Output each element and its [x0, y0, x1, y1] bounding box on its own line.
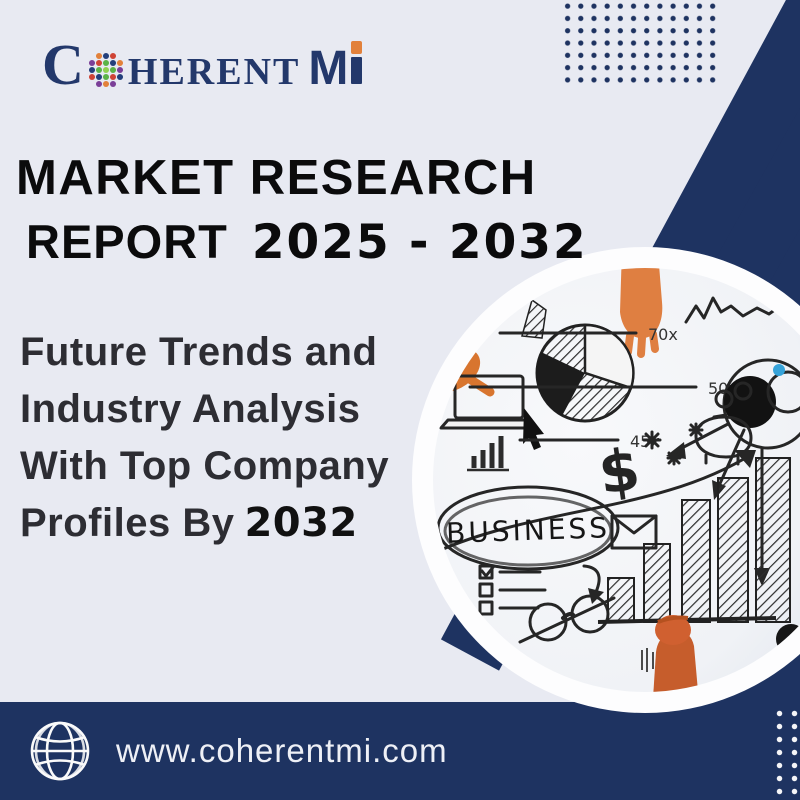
subtitle: Future Trends and Industry Analysis With… — [20, 324, 460, 552]
logo-letter-i-orange-cap — [351, 41, 363, 84]
metric1-label: 70x — [648, 325, 678, 344]
checklist-doodle — [478, 564, 547, 616]
dots-pattern-bottom-right — [772, 707, 800, 799]
logo-i-orange-dot — [351, 41, 363, 54]
growth-bar-chart — [597, 457, 791, 624]
dotted-globe-icon — [88, 52, 123, 88]
business-label: BUSINESS — [446, 511, 611, 550]
title-line1: MARKET RESEARCH — [16, 151, 537, 205]
title-report: REPORT — [26, 215, 228, 268]
logo-letters-herent: HERENT — [127, 51, 301, 93]
hand-top — [620, 268, 663, 358]
logo-i-stem — [351, 57, 363, 84]
title-line2: REPORT 2025 - 2032 — [16, 218, 588, 266]
subtitle-year: 2032 — [244, 500, 358, 546]
subtitle-line3: With Top Company — [20, 444, 390, 488]
page-title: MARKET RESEARCH REPORT 2025 - 2032 — [16, 151, 588, 267]
dollar-doodle: $ — [594, 435, 643, 508]
hook-arrow — [582, 564, 604, 604]
dots-pattern-top-right — [561, 0, 719, 84]
mini-bar-chart — [467, 436, 509, 472]
subtitle-line2: Industry Analysis — [20, 387, 361, 431]
piggy-bank-doodle — [694, 381, 753, 466]
hero-illustration: 70x 50x 45x — [412, 247, 800, 713]
growth-arrow — [434, 450, 756, 554]
logo: C HERENT M — [42, 32, 363, 97]
pie-chart-doodle — [535, 323, 635, 423]
logo-letter-c: C — [42, 32, 84, 97]
footer-url[interactable]: www.coherentmi.com — [116, 732, 448, 769]
logo-letter-m: M — [308, 42, 349, 95]
footer-bar: www.coherentmi.com — [0, 702, 800, 800]
asterisk-doodles — [642, 422, 704, 466]
small-hatched-doodle — [521, 298, 547, 339]
subtitle-line4: Profiles By 2032 — [20, 500, 358, 546]
subtitle-line1: Future Trends and — [20, 330, 378, 374]
laptop-doodle — [439, 374, 539, 430]
hand-bottom — [652, 615, 700, 692]
cursor-icon — [523, 408, 544, 450]
title-years: 2025 - 2032 — [251, 215, 588, 270]
glasses-doodle — [518, 594, 616, 644]
globe-icon — [30, 721, 90, 781]
envelope-doodle — [610, 514, 658, 550]
